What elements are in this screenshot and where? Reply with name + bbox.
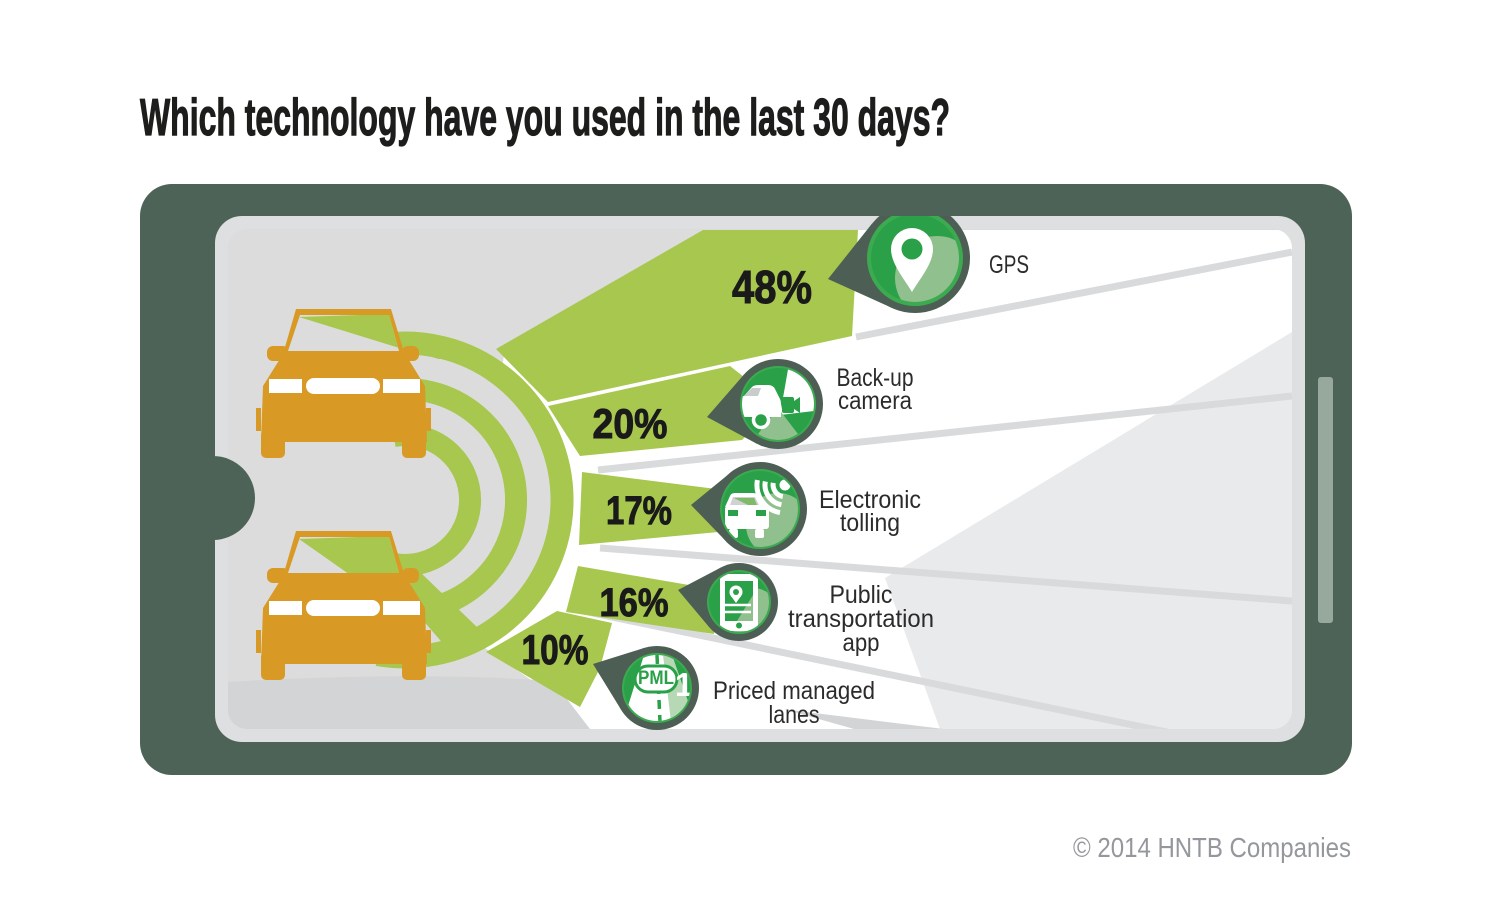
svg-text:Back-up: Back-up <box>837 364 914 392</box>
svg-text:tolling: tolling <box>840 509 900 537</box>
svg-text:10%: 10% <box>522 626 589 673</box>
svg-text:16%: 16% <box>600 581 669 625</box>
svg-text:app: app <box>843 629 880 657</box>
svg-text:© 2014 HNTB Companies: © 2014 HNTB Companies <box>1073 832 1351 863</box>
svg-text:Which technology have you used: Which technology have you used in the la… <box>140 89 950 147</box>
svg-text:Public: Public <box>830 581 893 609</box>
svg-text:lanes: lanes <box>769 701 820 729</box>
svg-text:17%: 17% <box>606 489 672 533</box>
svg-text:PML: PML <box>638 668 674 689</box>
svg-text:transportation: transportation <box>788 605 934 633</box>
svg-text:Electronic: Electronic <box>819 486 921 514</box>
svg-text:20%: 20% <box>593 400 668 447</box>
svg-text:1: 1 <box>675 666 693 703</box>
svg-text:48%: 48% <box>732 261 812 313</box>
svg-text:GPS: GPS <box>989 251 1029 279</box>
svg-text:Priced managed: Priced managed <box>713 677 875 705</box>
svg-text:camera: camera <box>838 387 912 415</box>
